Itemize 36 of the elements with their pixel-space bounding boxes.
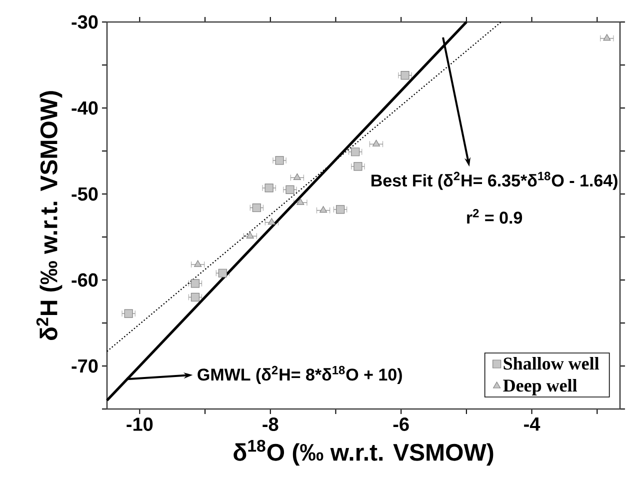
- point: [218, 268, 227, 278]
- point: [286, 185, 294, 194]
- y-axis-title: δ$^{2}$H (‰ w.r.t. VSMOW): [36, 91, 62, 340]
- point: [336, 205, 345, 214]
- point: [603, 34, 611, 41]
- annotation: GMWL (δ$^{2}$H= 8*δ$^{18}$O + 10): [198, 366, 402, 384]
- x-tick-label: -8: [262, 418, 278, 431]
- legend-label: Shallow well: [504, 357, 600, 370]
- point: [194, 260, 202, 267]
- point: [246, 232, 254, 238]
- point: [190, 292, 200, 302]
- point: [372, 140, 380, 146]
- point: [354, 162, 362, 171]
- point: [275, 156, 284, 165]
- point: [252, 203, 261, 212]
- point: [293, 173, 301, 180]
- point: [400, 71, 410, 80]
- point: [124, 309, 133, 318]
- point: [296, 198, 304, 205]
- point: [351, 148, 360, 156]
- y-tick-label: -30: [72, 15, 98, 29]
- x-tick-label: -10: [126, 418, 153, 431]
- y-tick-label: -70: [72, 359, 98, 373]
- y-tick-label: -40: [72, 101, 98, 115]
- y-tick-label: -50: [72, 187, 98, 201]
- point: [320, 206, 328, 213]
- legend-label: Deep well: [503, 378, 577, 396]
- point: [264, 184, 274, 192]
- annotation: r$^{2}$ = 0.9: [467, 208, 522, 224]
- y-tick-label: -60: [72, 273, 98, 287]
- point: [268, 218, 276, 225]
- point: [190, 279, 200, 288]
- annotation: Best Fit (δ$^{2}$H= 6.35*δ$^{18}$O - 1.64): [372, 172, 618, 190]
- x-tick-label: -4: [524, 418, 540, 431]
- x-tick-label: -6: [393, 418, 409, 431]
- x-axis-title: δ$^{18}$O (‰ w.r.t. VSMOW): [234, 440, 494, 466]
